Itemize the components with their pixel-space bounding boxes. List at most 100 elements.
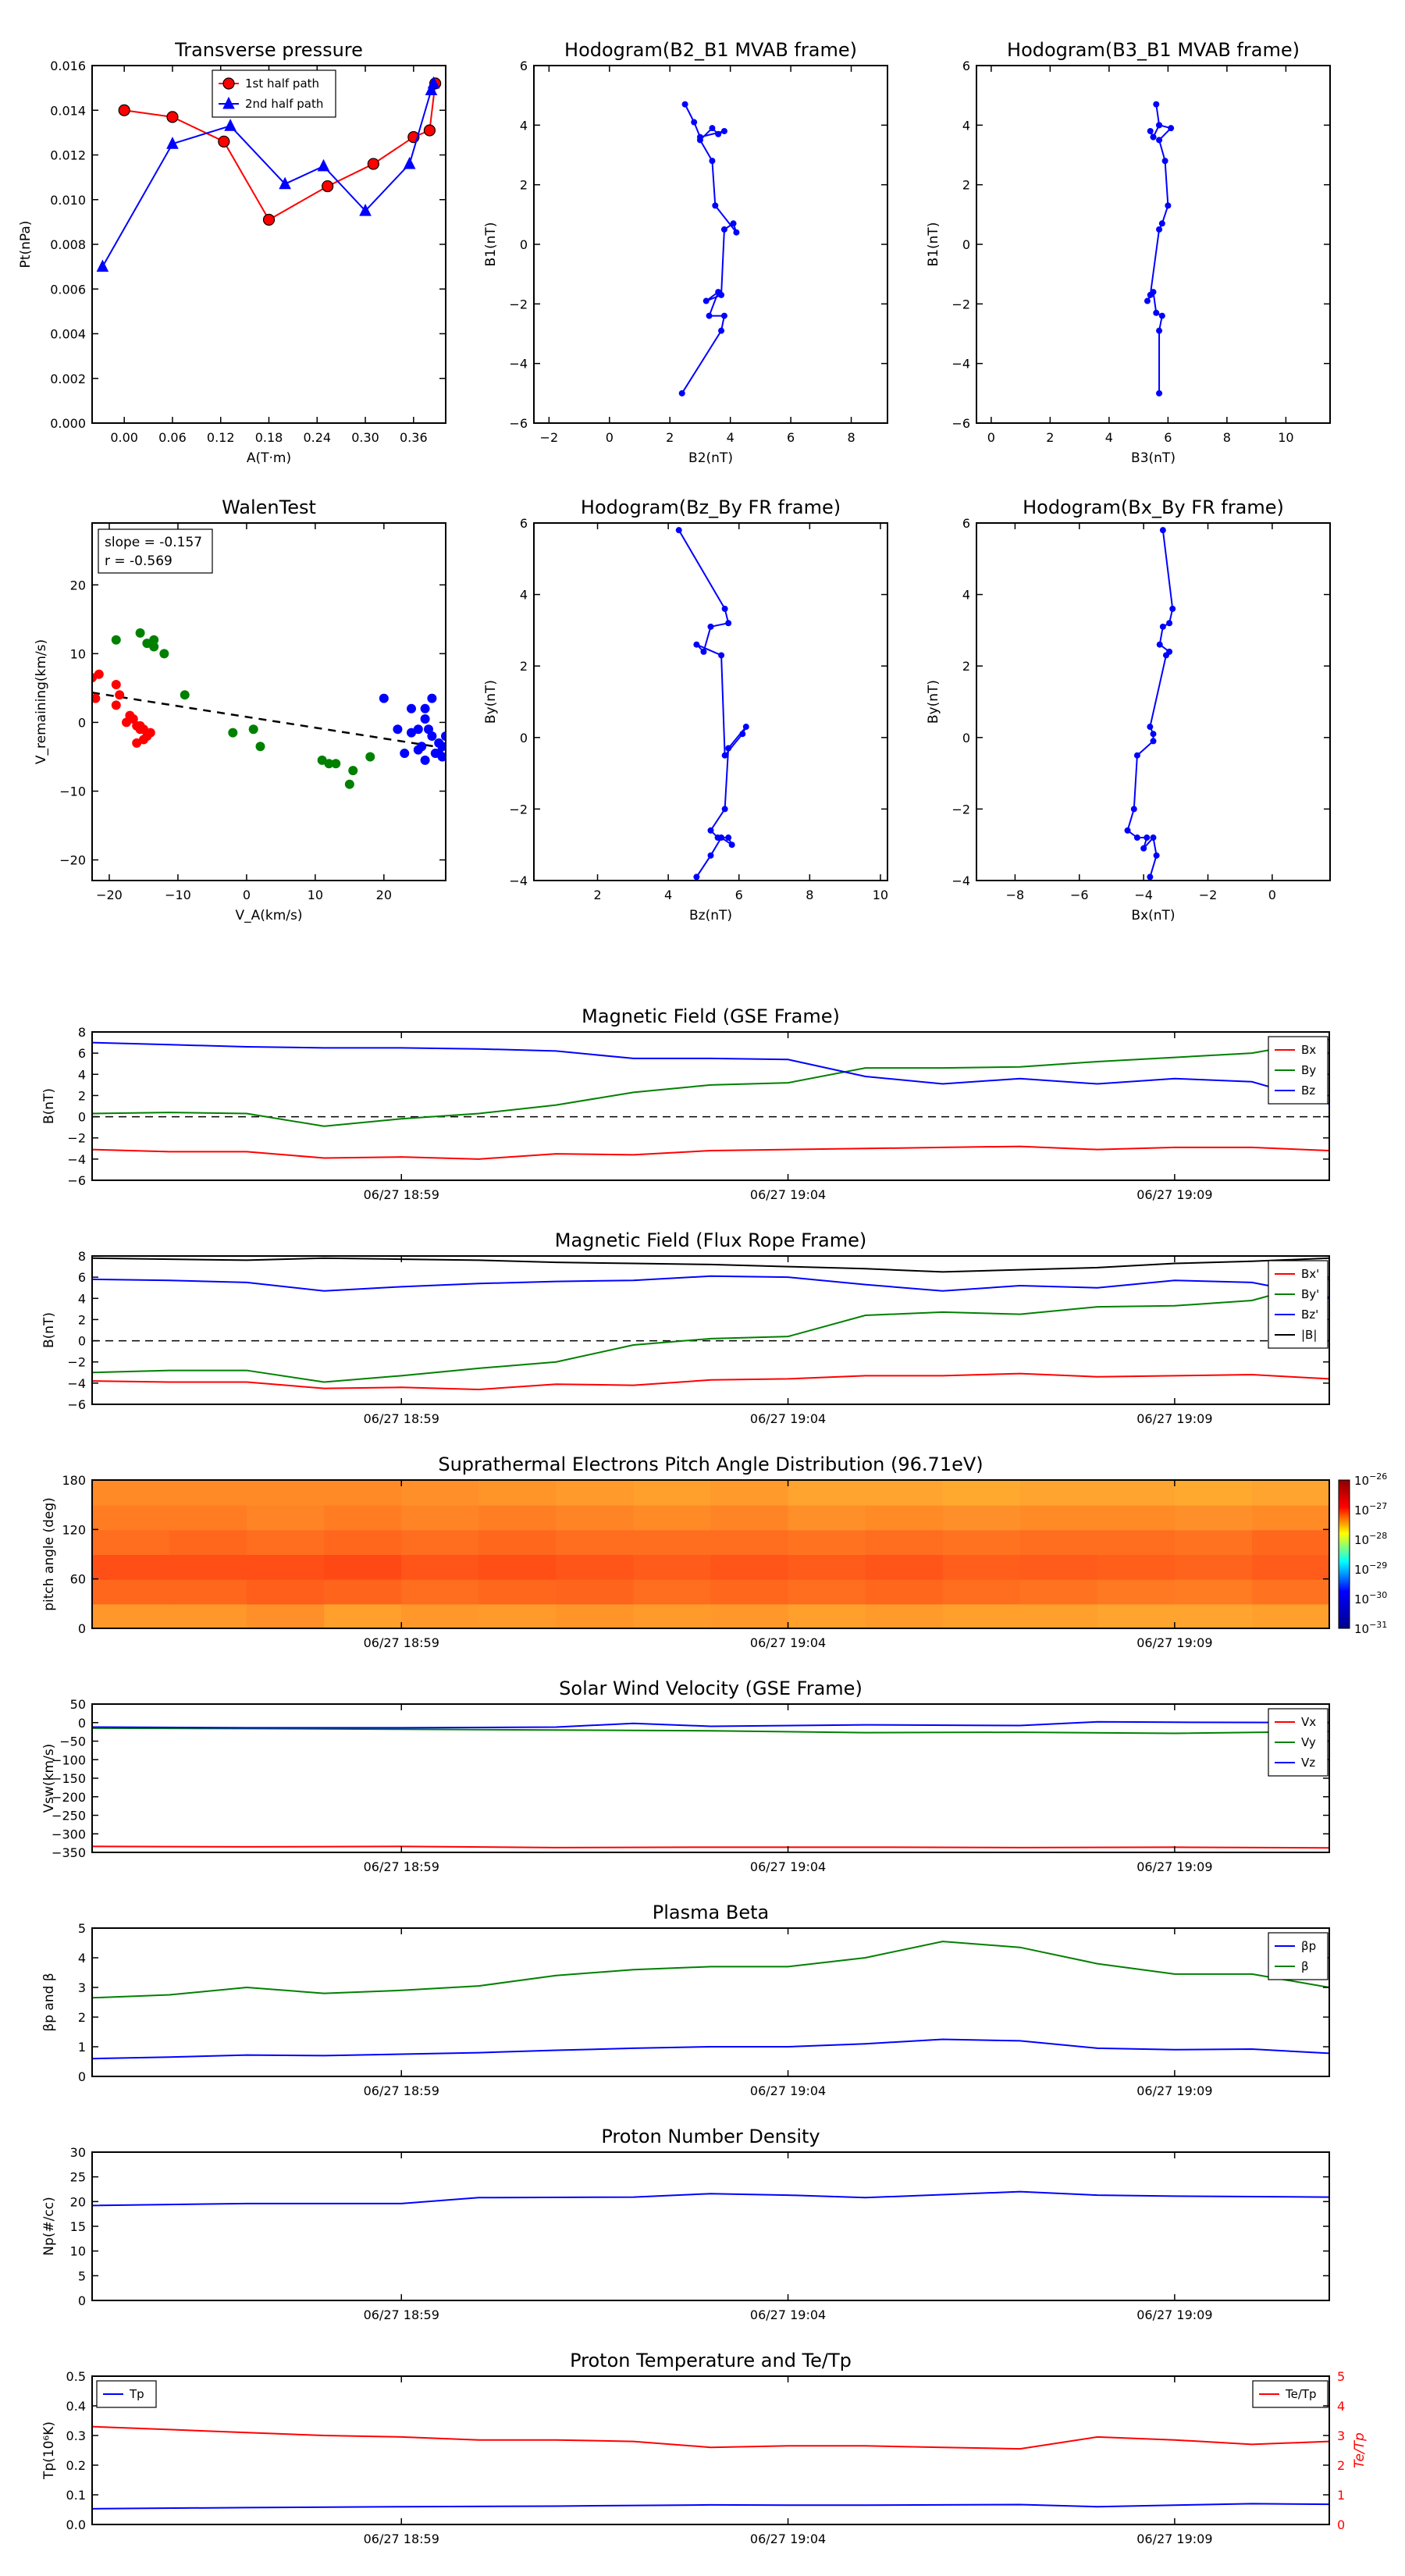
plot-area — [1124, 527, 1176, 881]
heatmap-cell — [788, 1480, 866, 1506]
data-point — [728, 841, 735, 849]
y-axis-label: pitch angle (deg) — [41, 1497, 57, 1611]
data-point — [712, 202, 719, 209]
legend-label: β — [1301, 1959, 1309, 1973]
y-tick-label: −4 — [509, 357, 528, 372]
data-point — [1156, 327, 1163, 334]
scatter-point — [180, 690, 190, 700]
legend-label: Bx' — [1301, 1267, 1319, 1281]
heatmap-cell — [633, 1603, 712, 1628]
heatmap-cell — [633, 1554, 712, 1580]
y-tick-label: 10 — [70, 646, 86, 661]
x-tick-label: 06/27 19:04 — [750, 2083, 826, 2098]
y-tick-label: −6 — [67, 1173, 86, 1188]
data-point — [709, 158, 716, 165]
heatmap-cell — [1174, 1578, 1253, 1605]
colorbar — [1338, 1479, 1350, 1629]
series-line — [92, 1278, 1329, 1383]
data-point — [742, 724, 749, 731]
y-axis-label: Vsw(km/s) — [41, 1744, 57, 1813]
legend-box — [1268, 1932, 1329, 1980]
panel-hodo_bzby: Hodogram(Bz_By FR frame)2 4 6 8 10−4−20246Bz… — [483, 496, 888, 923]
scatter-point — [348, 766, 358, 776]
y-tick-label: 6 — [520, 516, 528, 531]
data-point — [739, 731, 746, 738]
scatter-point — [407, 728, 417, 738]
data-point — [702, 297, 710, 304]
heatmap-cell — [556, 1554, 635, 1580]
data-point — [707, 852, 714, 859]
x-axis-label: B2(nT) — [688, 450, 733, 466]
y-tick-label: 0.0 — [66, 2517, 86, 2532]
data-point — [1150, 834, 1157, 841]
panel-np: Proton Number Density 06/27 18:59 06/27 19… — [41, 2126, 1330, 2322]
series-line — [92, 2425, 1329, 2450]
x-tick-label: 4 — [727, 430, 735, 445]
chart-title: Hodogram(B3_B1 MVAB frame) — [1007, 39, 1300, 61]
heatmap-cell — [942, 1578, 1021, 1605]
legend-label: Vz — [1301, 1756, 1315, 1770]
data-point — [1153, 309, 1160, 316]
heatmap-cell — [169, 1480, 248, 1506]
panel-tp: Proton Temperature and Te/Tp 06/27 18:59 0… — [41, 2350, 1368, 2546]
legend-label: Vy — [1301, 1735, 1316, 1749]
heatmap-cell — [1097, 1480, 1176, 1506]
data-point — [720, 226, 727, 233]
x-tick-label: 06/27 19:09 — [1136, 2532, 1212, 2546]
scatter-point — [132, 738, 142, 748]
data-point — [218, 135, 230, 148]
plot-frame — [91, 65, 446, 424]
scatter-point — [255, 742, 265, 752]
heatmap-cell — [710, 1480, 789, 1506]
x-tick-label: 06/27 18:59 — [364, 1859, 439, 1874]
panel-walen: WalenTest −20 −10 0 10 20 −20 −10 0 10 20 V_A(km/s)… — [34, 496, 446, 923]
y-tick-label: 4 — [78, 1067, 86, 1082]
y-tick-label: 0.1 — [66, 2488, 86, 2503]
series-line — [92, 1720, 1329, 1729]
heatmap-cell — [1251, 1504, 1329, 1531]
y-tick-label: 4 — [962, 118, 970, 133]
heatmap-cell — [1019, 1504, 1098, 1531]
x-tick-label: 10 — [308, 888, 323, 902]
scatter-point — [121, 717, 131, 728]
colorbar-exponent: −31 — [1369, 1620, 1387, 1630]
legend-label: 2nd half path — [245, 97, 323, 111]
x-tick-label: 06/27 19:09 — [1136, 1859, 1212, 1874]
panel-mag_fr: Magnetic Field (Flux Rope Frame) 06/27 18… — [41, 1229, 1330, 1426]
plot-area — [92, 1480, 1329, 1628]
y-tick-label: −350 — [52, 1845, 86, 1860]
legend-label: Vx — [1301, 1715, 1316, 1729]
scatter-point — [248, 724, 258, 735]
y-tick-label: −2 — [951, 297, 970, 311]
y-tick-label: 0 — [78, 1621, 86, 1636]
chart-title: Suprathermal Electrons Pitch Angle Distr… — [438, 1453, 983, 1475]
legend-label: |B| — [1301, 1328, 1317, 1342]
series-line — [92, 2190, 1329, 2207]
plot-area — [675, 527, 749, 881]
y-tick-label: 2 — [962, 178, 970, 193]
y-tick-label: 3 — [78, 1980, 86, 1995]
annotation-box — [98, 528, 213, 574]
data-point — [720, 312, 727, 319]
y-tick-label: 2 — [962, 659, 970, 674]
heatmap-cell — [324, 1504, 403, 1531]
data-point — [279, 176, 291, 190]
y-tick-label: 0.014 — [50, 103, 86, 118]
heatmap-cell — [1019, 1480, 1098, 1506]
y-axis-label: Tp(10⁶K) — [41, 2421, 57, 2480]
series-line — [92, 1727, 1329, 1735]
heatmap-cell — [478, 1480, 557, 1506]
x-tick-label: 0 — [987, 430, 995, 445]
panel-transverse: Transverse pressure 0.00 0.06 0.12 0.18 0.24 0… — [18, 39, 446, 466]
y-tick-label: 20 — [70, 578, 86, 592]
scatter-point — [420, 703, 430, 713]
heatmap-cell — [1174, 1554, 1253, 1580]
y-tick-label: 0.006 — [50, 282, 86, 297]
series-line — [92, 1257, 1329, 1273]
heatmap-cell — [1251, 1529, 1329, 1555]
data-point — [1158, 312, 1165, 319]
data-point — [696, 133, 703, 141]
heatmap-cell — [1019, 1603, 1098, 1628]
y-tick-label: −6 — [951, 416, 970, 431]
